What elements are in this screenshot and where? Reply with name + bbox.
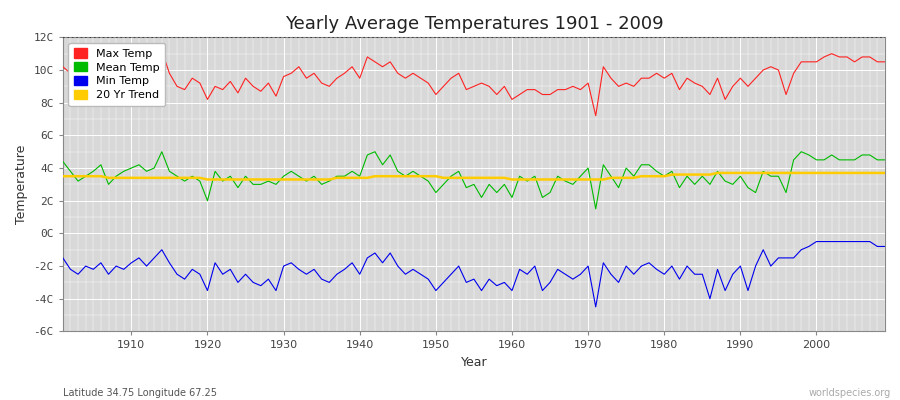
20 Yr Trend	[514, 177, 525, 182]
Max Temp	[58, 64, 68, 69]
20 Yr Trend	[202, 177, 213, 182]
Line: Min Temp: Min Temp	[63, 242, 885, 307]
Min Temp	[331, 272, 342, 277]
Min Temp	[58, 256, 68, 260]
Max Temp	[339, 71, 350, 76]
20 Yr Trend	[58, 174, 68, 179]
Mean Temp	[339, 174, 350, 179]
Max Temp	[157, 48, 167, 53]
Text: worldspecies.org: worldspecies.org	[809, 388, 891, 398]
20 Yr Trend	[507, 177, 517, 182]
Text: Latitude 34.75 Longitude 67.25: Latitude 34.75 Longitude 67.25	[63, 388, 217, 398]
Min Temp	[590, 304, 601, 309]
20 Yr Trend	[606, 176, 616, 180]
Max Temp	[507, 97, 517, 102]
Mean Temp	[879, 158, 890, 162]
Line: Max Temp: Max Temp	[63, 50, 885, 116]
Min Temp	[811, 239, 822, 244]
20 Yr Trend	[879, 170, 890, 175]
Max Temp	[118, 74, 129, 79]
Line: 20 Yr Trend: 20 Yr Trend	[63, 173, 885, 180]
20 Yr Trend	[339, 176, 350, 180]
20 Yr Trend	[118, 176, 129, 180]
Mean Temp	[293, 174, 304, 179]
Mean Temp	[58, 159, 68, 164]
Min Temp	[286, 260, 297, 265]
Mean Temp	[590, 206, 601, 211]
Min Temp	[879, 244, 890, 249]
X-axis label: Year: Year	[461, 356, 487, 369]
Min Temp	[606, 272, 616, 277]
Mean Temp	[613, 185, 624, 190]
Max Temp	[879, 60, 890, 64]
Min Temp	[499, 280, 509, 285]
Mean Temp	[507, 195, 517, 200]
Min Temp	[118, 267, 129, 272]
Mean Temp	[157, 149, 167, 154]
Mean Temp	[514, 174, 525, 179]
20 Yr Trend	[293, 177, 304, 182]
Max Temp	[293, 64, 304, 69]
Mean Temp	[118, 169, 129, 174]
Max Temp	[590, 113, 601, 118]
Y-axis label: Temperature: Temperature	[15, 145, 28, 224]
Title: Yearly Average Temperatures 1901 - 2009: Yearly Average Temperatures 1901 - 2009	[284, 15, 663, 33]
Min Temp	[507, 288, 517, 293]
20 Yr Trend	[712, 170, 723, 175]
Legend: Max Temp, Mean Temp, Min Temp, 20 Yr Trend: Max Temp, Mean Temp, Min Temp, 20 Yr Tre…	[68, 43, 166, 106]
Max Temp	[514, 92, 525, 97]
Line: Mean Temp: Mean Temp	[63, 152, 885, 209]
Max Temp	[613, 84, 624, 89]
